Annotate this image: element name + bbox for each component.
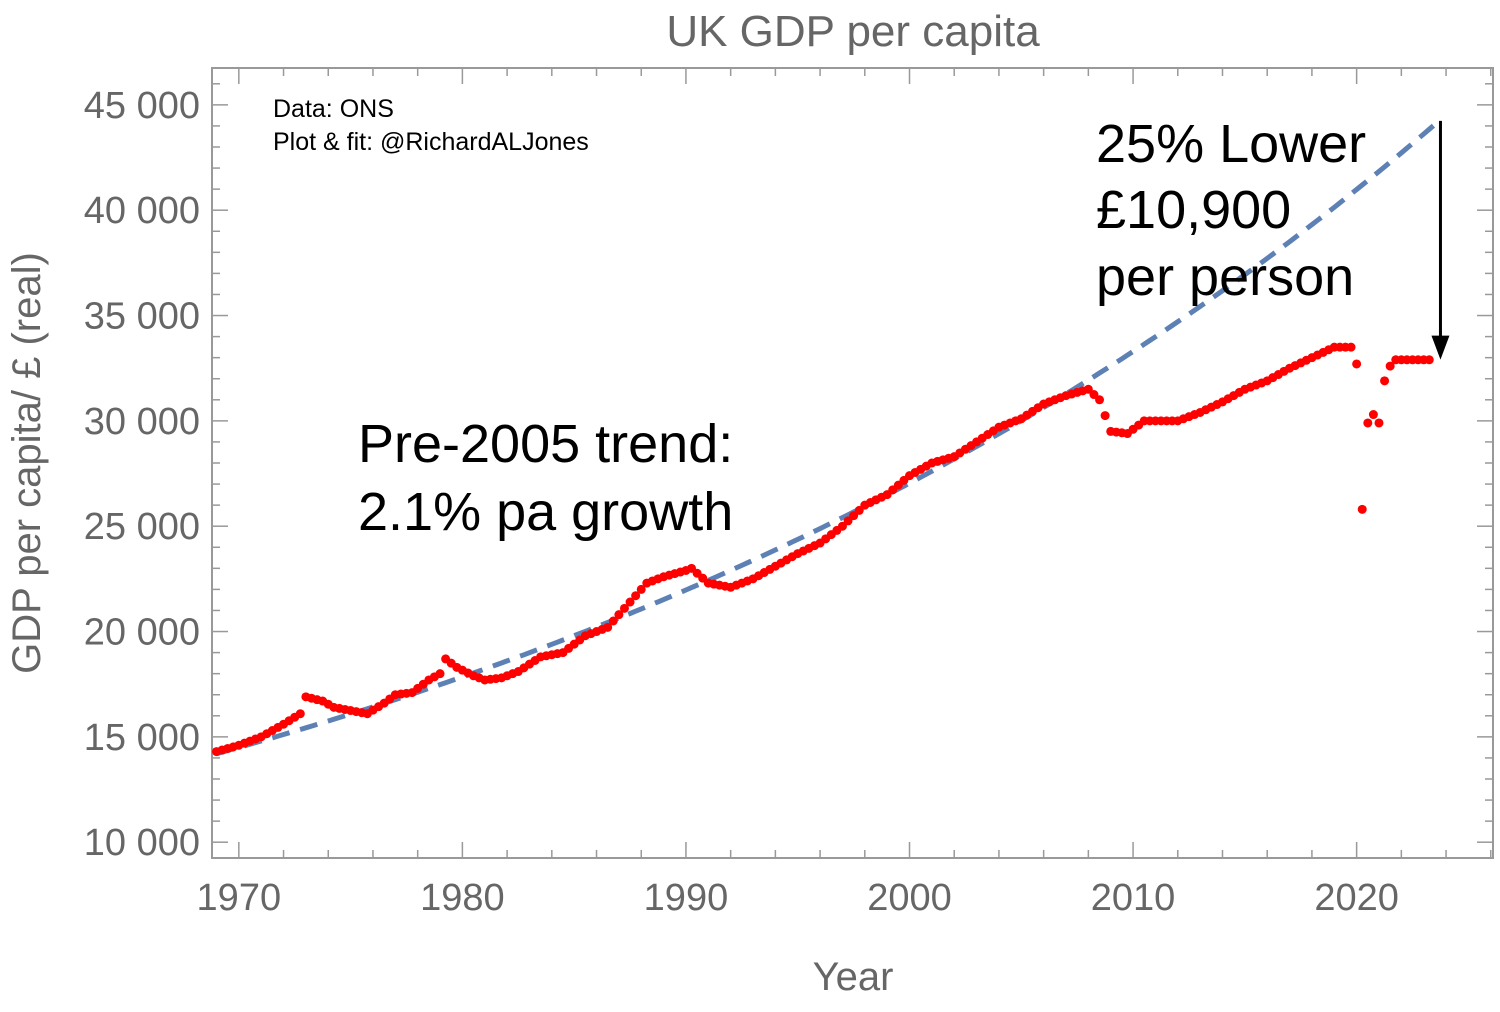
credit-note: Plot & fit: @RichardALJones xyxy=(273,128,589,156)
data-point xyxy=(625,597,635,607)
arrow-head xyxy=(1431,335,1450,360)
y-tick-label: 20 000 xyxy=(84,612,200,654)
data-point xyxy=(1363,418,1373,428)
data-point xyxy=(1385,361,1395,371)
data-point xyxy=(1100,411,1110,421)
data-point xyxy=(1357,504,1367,514)
y-tick-label: 30 000 xyxy=(84,401,200,443)
data-point xyxy=(636,584,646,594)
y-axis-label: GDP per capita/ £ (real) xyxy=(5,252,49,674)
x-tick-label: 1990 xyxy=(644,877,729,919)
x-tick-label: 1980 xyxy=(420,877,505,919)
data-point xyxy=(295,709,305,719)
data-point xyxy=(619,603,629,613)
data-point xyxy=(1380,376,1390,386)
plot-frame xyxy=(211,67,1494,859)
y-tick-label: 10 000 xyxy=(84,822,200,864)
data-point xyxy=(614,610,624,620)
gap-arrow xyxy=(1431,120,1450,360)
y-tick-label: 35 000 xyxy=(84,296,200,338)
y-tick-label: 25 000 xyxy=(84,506,200,548)
x-tick-label: 2000 xyxy=(867,877,952,919)
gap-annotation-line1: 25% Lower xyxy=(1096,114,1366,174)
data-point xyxy=(608,616,618,626)
trend-annotation-line1: Pre-2005 trend: xyxy=(358,414,733,474)
data-point xyxy=(1346,342,1356,352)
data-point xyxy=(603,622,613,632)
x-tick-label: 1970 xyxy=(197,877,282,919)
x-axis-label: Year xyxy=(813,955,894,999)
x-tick-label: 2010 xyxy=(1091,877,1176,919)
y-tick-label: 15 000 xyxy=(84,717,200,759)
chart-title: UK GDP per capita xyxy=(666,7,1040,56)
gap-annotation-line2: £10,900 xyxy=(1096,180,1291,240)
gap-annotation-line3: per person xyxy=(1096,247,1354,307)
data-point xyxy=(631,591,641,601)
data-point xyxy=(1352,359,1362,369)
data-point xyxy=(1368,410,1378,420)
x-tick-label: 2020 xyxy=(1314,877,1399,919)
data-point xyxy=(1095,395,1105,405)
y-tick-label: 40 000 xyxy=(84,190,200,232)
y-tick-label: 45 000 xyxy=(84,85,200,127)
trend-annotation-line2: 2.1% pa growth xyxy=(358,482,733,542)
data-point xyxy=(1374,418,1384,428)
data-point xyxy=(1424,355,1434,365)
data-point xyxy=(435,669,445,679)
source-note: Data: ONS xyxy=(273,95,394,123)
